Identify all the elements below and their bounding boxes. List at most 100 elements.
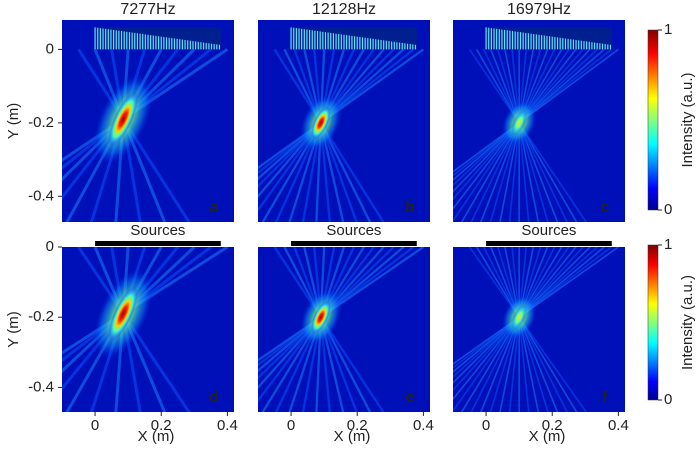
panel-label: c — [601, 199, 610, 216]
x-tick-label: 0.4 — [608, 417, 629, 434]
x-tick-label: 0.2 — [542, 417, 563, 434]
beam-ray — [453, 247, 591, 384]
sources-label: Sources — [521, 222, 576, 239]
beam-ray — [504, 247, 540, 412]
beam-ray — [77, 48, 191, 222]
beam-ray — [261, 48, 365, 222]
beam-ray — [453, 48, 598, 187]
beam-ray — [468, 48, 588, 222]
beam-ray — [258, 247, 415, 367]
column-title: 7277Hz — [120, 1, 175, 18]
beam-ray — [489, 247, 542, 412]
beam-ray — [62, 48, 196, 182]
beam-ray — [453, 247, 612, 369]
beam-ray — [490, 247, 559, 412]
beam-ray — [273, 48, 385, 222]
beam-ray — [110, 247, 142, 412]
heatmap — [258, 20, 430, 222]
beam-ray — [258, 48, 415, 175]
beam-ray — [283, 48, 372, 222]
beam-ray — [453, 48, 577, 210]
heatmap — [258, 247, 430, 412]
beam-ray — [293, 247, 358, 412]
beam-ray — [258, 48, 385, 199]
beam-ray — [301, 247, 336, 412]
sources-bar — [291, 241, 417, 246]
beam-ray — [261, 247, 365, 412]
x-axis-label: X (m) — [138, 428, 175, 445]
beam-ray — [62, 48, 212, 170]
y-axis-label: Y (m) — [5, 311, 22, 347]
beam-ray — [482, 49, 568, 222]
beam-ray — [258, 48, 405, 181]
beam-ray — [453, 48, 584, 201]
beam-ray — [315, 49, 326, 222]
beam-ray — [62, 247, 229, 355]
heatmap-bg — [453, 247, 625, 412]
beam-ray — [303, 247, 345, 412]
sources-bar — [95, 241, 221, 246]
colorbar-tick-label: 1 — [664, 236, 672, 253]
beam-ray — [258, 247, 375, 403]
beam-ray — [62, 247, 212, 363]
panel-label: b — [405, 199, 415, 216]
beam-ray — [453, 247, 605, 373]
beam-ray — [313, 247, 331, 412]
heatmap — [62, 247, 234, 412]
sources-label: Sources — [130, 222, 185, 239]
beam-ray — [475, 48, 578, 222]
beam-ray — [258, 247, 385, 390]
focus-spot — [310, 300, 331, 334]
beam-ray — [508, 247, 528, 412]
x-tick-label: 0 — [91, 417, 99, 434]
focus-spot — [511, 109, 528, 136]
panel-label: d — [209, 389, 219, 406]
y-axis-label: Y (m) — [5, 103, 22, 139]
panel-label: e — [406, 389, 415, 406]
beam-ray — [62, 247, 196, 374]
beam-ray — [313, 49, 331, 222]
colorbar — [647, 29, 659, 211]
beam-ray — [274, 247, 355, 412]
beam-ray — [511, 247, 530, 412]
colorbar-label: Intensity (a.u.) — [679, 72, 696, 167]
beam-ray — [283, 247, 372, 412]
beam-ray — [483, 247, 568, 412]
beam-ray — [258, 247, 425, 362]
beam-ray — [93, 247, 167, 412]
beam-ray — [258, 48, 395, 188]
beam-ray — [460, 247, 563, 412]
sources-bar — [486, 241, 612, 246]
beam-ray — [504, 49, 540, 222]
column-title: 12128Hz — [312, 1, 376, 18]
focus-spot — [108, 91, 139, 147]
heatmap — [62, 20, 234, 222]
heatmap-bg — [258, 247, 430, 412]
beam-ray — [453, 48, 591, 193]
beam-ray — [301, 49, 336, 222]
beam-ray — [453, 48, 612, 177]
panel-label: f — [602, 389, 608, 406]
panel-label: a — [210, 199, 219, 216]
beam-ray — [110, 49, 142, 222]
beam-ray — [475, 247, 578, 412]
beam-ray — [470, 49, 556, 222]
y-tick-label: 0 — [46, 40, 54, 57]
beam-ray — [293, 48, 358, 222]
y-tick-label: -0.4 — [28, 187, 54, 204]
beam-ray — [258, 247, 395, 380]
x-tick-label: 0.2 — [347, 417, 368, 434]
x-axis-label: X (m) — [334, 428, 371, 445]
beam-ray — [499, 49, 535, 222]
sources-label: Sources — [326, 222, 381, 239]
x-tick-label: 0 — [482, 417, 490, 434]
beam-ray — [258, 48, 375, 213]
heatmap — [453, 20, 625, 222]
beam-ray — [315, 247, 326, 412]
beam-ray — [77, 247, 191, 412]
focus-spot — [108, 286, 139, 342]
x-tick-label: 0.4 — [217, 417, 238, 434]
beam-ray — [273, 247, 385, 412]
y-tick-label: 0 — [46, 238, 54, 255]
